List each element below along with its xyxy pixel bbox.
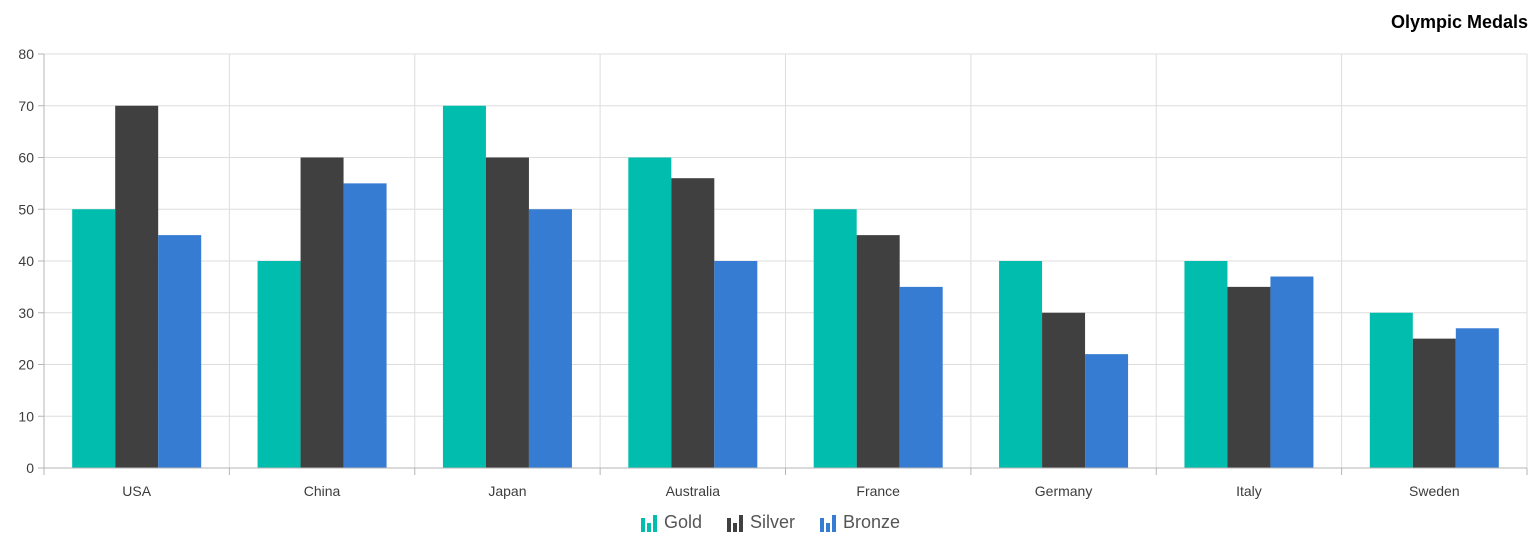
bar-gold-germany[interactable] (999, 261, 1043, 468)
bar-chart-icon (820, 514, 836, 532)
x-tick-label: Italy (1236, 483, 1262, 499)
legend-item-bronze[interactable]: Bronze (819, 512, 900, 533)
bar-gold-usa[interactable] (72, 209, 116, 468)
x-tick-label: France (856, 483, 900, 499)
bar-chart-icon (726, 514, 743, 532)
bar-silver-australia[interactable] (671, 178, 715, 468)
bar-bronze-sweden[interactable] (1455, 328, 1499, 468)
bar-silver-italy[interactable] (1227, 286, 1271, 468)
bar-bronze-japan[interactable] (528, 209, 572, 468)
bar-bronze-china[interactable] (343, 183, 387, 468)
bar-gold-japan[interactable] (442, 105, 486, 468)
chart-title: Olympic Medals (1390, 12, 1528, 32)
legend-label: Gold (663, 512, 702, 532)
bar-gold-france[interactable] (813, 209, 857, 468)
x-tick-label: Japan (488, 483, 526, 499)
y-tick-label: 0 (26, 460, 34, 476)
x-tick-label: China (304, 483, 341, 499)
y-tick-label: 40 (18, 253, 34, 269)
x-tick-label: Germany (1035, 483, 1093, 499)
bar-bronze-australia[interactable] (714, 261, 758, 468)
legend-label: Silver (749, 512, 795, 532)
bar-bronze-france[interactable] (899, 286, 943, 468)
bar-silver-usa[interactable] (115, 105, 159, 468)
y-tick-label: 80 (18, 46, 34, 62)
y-tick-label: 30 (18, 305, 34, 321)
bar-silver-sweden[interactable] (1412, 338, 1456, 468)
bar-silver-germany[interactable] (1042, 312, 1086, 468)
bar-bronze-italy[interactable] (1270, 276, 1314, 468)
bar-silver-france[interactable] (856, 235, 900, 468)
bar-bronze-usa[interactable] (158, 235, 202, 468)
chart-legend: Gold Silver Bronze (0, 512, 1540, 533)
bar-silver-japan[interactable] (485, 157, 529, 469)
y-tick-label: 70 (18, 98, 34, 114)
x-tick-label: Australia (666, 483, 721, 499)
y-tick-label: 60 (18, 150, 34, 166)
x-tick-label: USA (122, 483, 151, 499)
bar-bronze-germany[interactable] (1085, 354, 1129, 468)
bar-gold-australia[interactable] (628, 157, 672, 469)
bar-gold-italy[interactable] (1184, 261, 1228, 468)
legend-item-silver[interactable]: Silver (726, 512, 795, 533)
bar-gold-china[interactable] (257, 261, 301, 468)
y-tick-label: 10 (18, 408, 34, 424)
bar-gold-sweden[interactable] (1369, 312, 1413, 468)
bar-chart-icon (640, 514, 657, 532)
legend-item-gold[interactable]: Gold (640, 512, 702, 533)
y-tick-label: 50 (18, 201, 34, 217)
x-tick-label: Sweden (1409, 483, 1460, 499)
y-tick-label: 20 (18, 357, 34, 373)
bar-silver-china[interactable] (300, 157, 344, 469)
legend-label: Bronze (843, 512, 901, 532)
